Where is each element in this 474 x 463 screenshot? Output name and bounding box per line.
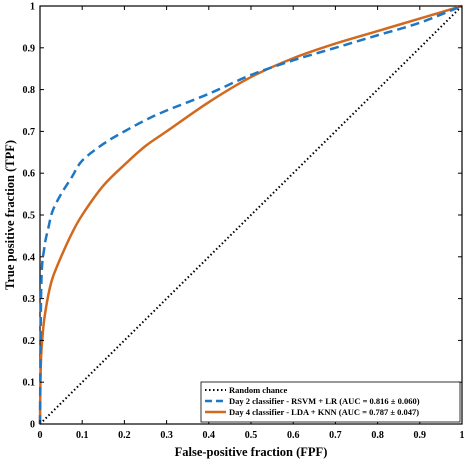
series-layer — [38, 4, 463, 425]
y-tick-label: 0.6 — [23, 169, 36, 180]
x-tick-label: 0.3 — [160, 430, 173, 441]
legend-box — [200, 381, 461, 423]
y-tick-label: 0.1 — [23, 378, 36, 389]
y-tick-label: 0.5 — [23, 211, 36, 222]
x-tick-label: 0.9 — [414, 430, 427, 441]
legend: Random chance Day 2 classifier - RSVM + … — [200, 381, 461, 423]
x-tick-label: 0 — [38, 430, 43, 441]
series-line-day4 — [38, 4, 463, 425]
legend-label-day2: Day 2 classifier - RSVM + LR (AUC = 0.81… — [229, 396, 420, 406]
x-tick-label: 0.1 — [76, 430, 89, 441]
series-line-random-chance — [39, 5, 463, 425]
y-tick-label: 1 — [30, 2, 35, 13]
y-tick-label: 0 — [30, 420, 35, 431]
x-tick-label: 1 — [460, 430, 465, 441]
x-tick-label: 0.7 — [329, 430, 342, 441]
y-tick-label: 0.9 — [23, 43, 36, 54]
x-tick-label: 0.4 — [203, 430, 216, 441]
y-tick-label: 0.2 — [23, 336, 36, 347]
x-axis-title: False-positive fraction (FPF) — [175, 445, 328, 459]
x-tick-label: 0.6 — [287, 430, 300, 441]
y-tick-label: 0.3 — [23, 294, 36, 305]
x-tick-label: 0.8 — [371, 430, 384, 441]
y-tick-label: 0.8 — [23, 85, 36, 96]
y-tick-label: 0.4 — [23, 252, 36, 263]
x-tick-label: 0.5 — [245, 430, 258, 441]
legend-label-day4: Day 4 classifier - LDA + KNN (AUC = 0.78… — [229, 407, 419, 417]
y-tick-label: 0.7 — [23, 127, 36, 138]
legend-label-random-chance: Random chance — [229, 385, 288, 395]
y-axis-title: True positive fraction (TPF) — [3, 140, 17, 290]
series-line-day2 — [38, 4, 463, 425]
x-tick-label: 0.2 — [118, 430, 131, 441]
